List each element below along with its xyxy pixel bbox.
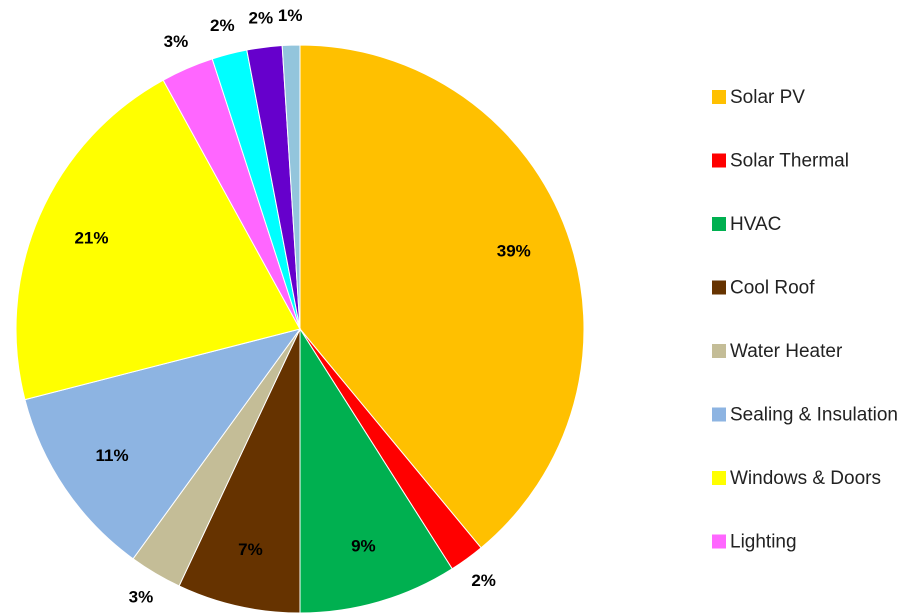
data-label: 39% <box>497 242 531 261</box>
pie-slice <box>281 44 301 330</box>
legend-label: Sealing & Insulation <box>730 405 898 426</box>
legend-label: Cool Roof <box>730 278 815 299</box>
data-label: 2% <box>249 9 274 28</box>
legend-swatch <box>712 280 726 295</box>
data-label: 21% <box>74 228 108 247</box>
data-label: 11% <box>96 446 129 465</box>
pie-slice <box>299 44 585 549</box>
data-label: 3% <box>129 587 154 606</box>
pie-slice <box>15 79 301 401</box>
legend-swatch <box>712 90 726 104</box>
legend-label: Lighting <box>730 532 797 553</box>
legend-swatch <box>712 407 726 422</box>
pie-slice <box>178 328 301 614</box>
legend-label: Solar PV <box>730 87 805 108</box>
legend-label: Windows & Doors <box>730 468 881 489</box>
data-label: 7% <box>238 540 263 559</box>
legend-label: Water Heater <box>730 341 843 362</box>
legend-label: Solar Thermal <box>730 151 849 172</box>
legend-swatch <box>712 534 726 549</box>
legend-swatch <box>712 217 726 231</box>
legend-swatch <box>712 344 726 358</box>
data-label: 1% <box>278 6 303 25</box>
pie-slice <box>299 327 453 614</box>
data-label: 9% <box>351 537 376 556</box>
data-label: 3% <box>164 32 189 51</box>
legend-swatch <box>712 153 726 168</box>
legend-swatch <box>712 471 726 485</box>
pie-slice <box>24 328 302 560</box>
data-label: 2% <box>210 16 235 35</box>
legend-label: HVAC <box>730 214 781 235</box>
data-label: 2% <box>471 571 496 590</box>
